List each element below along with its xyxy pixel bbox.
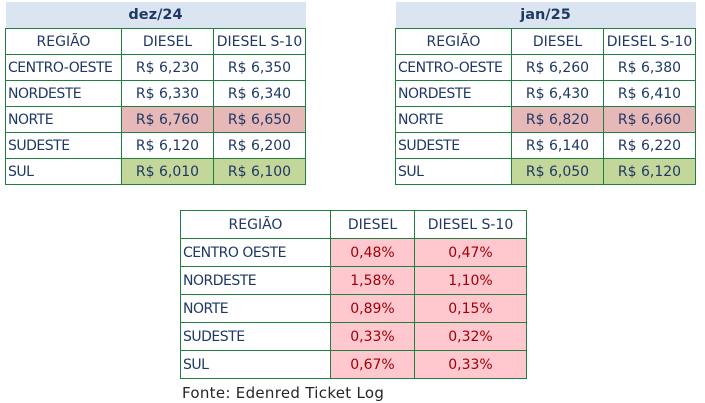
diesel-price-cell-highest: R$ 6,760 <box>121 106 214 133</box>
s10-variation-cell: 0,33% <box>414 350 527 379</box>
table-row: CENTRO OESTE 0,48% 0,47% <box>180 238 527 267</box>
s10-price-cell-highest: R$ 6,650 <box>213 106 306 133</box>
region-cell: SUDESTE <box>5 132 122 159</box>
price-table-jan25: jan/25 REGIÃO DIESEL DIESEL S-10 CENTRO-… <box>395 2 697 185</box>
region-cell: SUDESTE <box>180 322 331 351</box>
region-cell: NORTE <box>395 106 512 133</box>
header-region: REGIÃO <box>395 28 512 55</box>
s10-price-cell-lowest: R$ 6,100 <box>213 158 306 185</box>
region-cell: SUL <box>395 158 512 185</box>
source-caption: Fonte: Edenred Ticket Log <box>182 384 385 402</box>
region-cell: SUL <box>180 350 331 379</box>
header-region: REGIÃO <box>180 210 331 239</box>
header-region: REGIÃO <box>5 28 122 55</box>
table-row: SUDESTE R$ 6,140 R$ 6,220 <box>395 132 697 159</box>
diesel-price-cell: R$ 6,230 <box>121 54 214 81</box>
table-row: NORTE 0,89% 0,15% <box>180 294 527 323</box>
table-row: SUL R$ 6,050 R$ 6,120 <box>395 158 697 185</box>
table-row: NORDESTE R$ 6,430 R$ 6,410 <box>395 80 697 107</box>
region-cell: NORDESTE <box>395 80 512 107</box>
diesel-price-cell-highest: R$ 6,820 <box>511 106 604 133</box>
region-cell: NORDESTE <box>180 266 331 295</box>
table-row: NORDESTE 1,58% 1,10% <box>180 266 527 295</box>
diesel-price-cell: R$ 6,120 <box>121 132 214 159</box>
table-header-row: REGIÃO DIESEL DIESEL S-10 <box>395 28 697 55</box>
diesel-variation-cell: 0,48% <box>330 238 415 267</box>
header-diesel: DIESEL <box>330 210 415 239</box>
diesel-price-cell-lowest: R$ 6,050 <box>511 158 604 185</box>
s10-price-cell-lowest: R$ 6,120 <box>602 158 697 185</box>
diesel-variation-cell: 0,33% <box>330 322 415 351</box>
price-table-dec24: dez/24 REGIÃO DIESEL DIESEL S-10 CENTRO-… <box>5 2 306 185</box>
region-cell: NORDESTE <box>5 80 122 107</box>
header-diesel-s10: DIESEL S-10 <box>213 28 306 55</box>
s10-variation-cell: 0,32% <box>414 322 527 351</box>
diesel-price-cell: R$ 6,260 <box>511 54 604 81</box>
table-title: dez/24 <box>5 2 306 29</box>
region-cell: NORTE <box>180 294 331 323</box>
table-row: SUDESTE R$ 6,120 R$ 6,200 <box>5 132 306 159</box>
header-diesel-s10: DIESEL S-10 <box>602 28 697 55</box>
s10-price-cell: R$ 6,200 <box>213 132 306 159</box>
table-title: jan/25 <box>395 2 696 29</box>
region-cell: SUL <box>5 158 122 185</box>
region-cell: CENTRO-OESTE <box>395 54 512 81</box>
s10-price-cell: R$ 6,410 <box>602 80 697 107</box>
region-cell: CENTRO OESTE <box>180 238 331 267</box>
s10-price-cell-highest: R$ 6,660 <box>602 106 697 133</box>
table-header-row: REGIÃO DIESEL DIESEL S-10 <box>5 28 306 55</box>
diesel-variation-cell: 0,67% <box>330 350 415 379</box>
s10-price-cell: R$ 6,340 <box>213 80 306 107</box>
diesel-variation-cell: 1,58% <box>330 266 415 295</box>
region-cell: CENTRO-OESTE <box>5 54 122 81</box>
header-diesel: DIESEL <box>511 28 604 55</box>
region-cell: NORTE <box>5 106 122 133</box>
s10-price-cell: R$ 6,350 <box>213 54 306 81</box>
table-row: SUL 0,67% 0,33% <box>180 350 527 379</box>
diesel-price-cell: R$ 6,330 <box>121 80 214 107</box>
s10-variation-cell: 0,15% <box>414 294 527 323</box>
table-row: NORTE R$ 6,820 R$ 6,660 <box>395 106 697 133</box>
s10-price-cell: R$ 6,220 <box>602 132 697 159</box>
variation-table: REGIÃO DIESEL DIESEL S-10 CENTRO OESTE 0… <box>180 210 527 379</box>
s10-price-cell: R$ 6,380 <box>602 54 697 81</box>
header-diesel: DIESEL <box>121 28 214 55</box>
diesel-price-cell-lowest: R$ 6,010 <box>121 158 214 185</box>
table-row: NORTE R$ 6,760 R$ 6,650 <box>5 106 306 133</box>
table-row: CENTRO-OESTE R$ 6,260 R$ 6,380 <box>395 54 697 81</box>
table-row: NORDESTE R$ 6,330 R$ 6,340 <box>5 80 306 107</box>
table-row: CENTRO-OESTE R$ 6,230 R$ 6,350 <box>5 54 306 81</box>
header-diesel-s10: DIESEL S-10 <box>414 210 527 239</box>
table-row: SUDESTE 0,33% 0,32% <box>180 322 527 351</box>
diesel-variation-cell: 0,89% <box>330 294 415 323</box>
diesel-price-cell: R$ 6,430 <box>511 80 604 107</box>
region-cell: SUDESTE <box>395 132 512 159</box>
diesel-price-cell: R$ 6,140 <box>511 132 604 159</box>
s10-variation-cell: 1,10% <box>414 266 527 295</box>
table-header-row: REGIÃO DIESEL DIESEL S-10 <box>180 210 527 239</box>
table-row: SUL R$ 6,010 R$ 6,100 <box>5 158 306 185</box>
s10-variation-cell: 0,47% <box>414 238 527 267</box>
